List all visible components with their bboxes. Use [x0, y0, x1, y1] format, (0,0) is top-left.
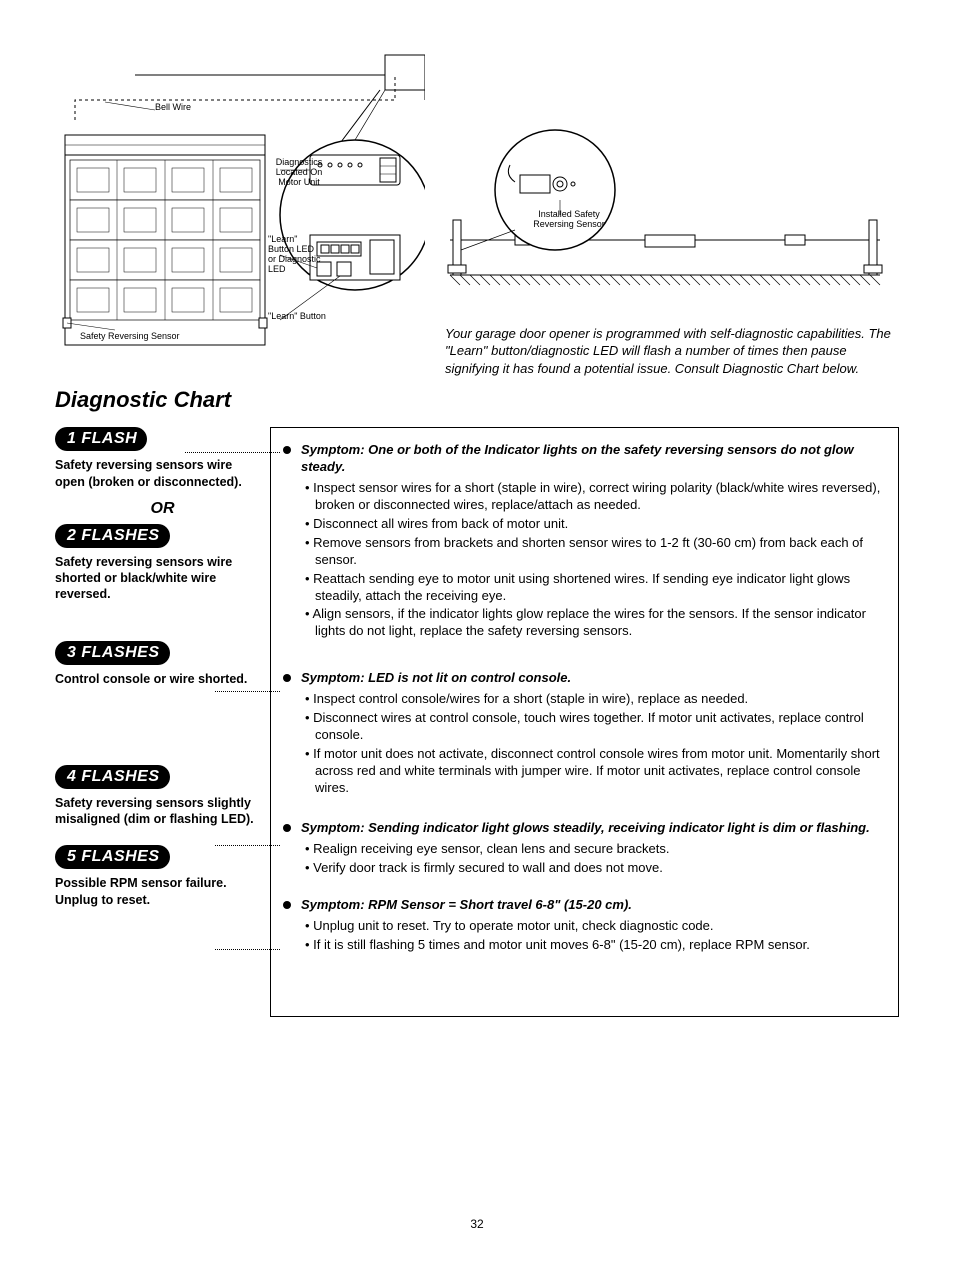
list-item: Unplug unit to reset. Try to operate mot… — [301, 918, 884, 935]
list-item: Disconnect wires at control console, tou… — [301, 710, 884, 744]
safety-sensor-label: Safety Reversing Sensor — [80, 332, 200, 342]
symptom-3-list: Inspect control console/wires for a shor… — [301, 691, 884, 796]
symptom-5-block: Symptom: RPM Sensor = Short travel 6-8" … — [301, 897, 884, 954]
flash-1-desc: Safety reversing sensors wire open (brok… — [55, 457, 270, 490]
flash-1-pill: 1 FLASH — [55, 427, 147, 451]
flash-4-pill: 4 FLASHES — [55, 765, 170, 789]
diagnostic-chart-title: Diagnostic Chart — [55, 387, 899, 413]
symptom-3-block: Symptom: LED is not lit on control conso… — [301, 670, 884, 796]
symptom-4-list: Realign receiving eye sensor, clean lens… — [301, 841, 884, 877]
learn-led-label: "Learn" Button LED or Diagnostic LED — [268, 235, 323, 275]
list-item: Disconnect all wires from back of motor … — [301, 516, 884, 533]
symptom-5-text: Symptom: RPM Sensor = Short travel 6-8" … — [301, 897, 884, 914]
list-item: Remove sensors from brackets and shorten… — [301, 535, 884, 569]
flash-3-group: 3 FLASHES Control console or wire shorte… — [55, 641, 270, 687]
connector-line — [185, 452, 280, 453]
or-label: OR — [55, 500, 270, 518]
symptom-5-list: Unplug unit to reset. Try to operate mot… — [301, 918, 884, 954]
page-number: 32 — [55, 1217, 899, 1231]
sensor-track-svg — [445, 120, 885, 290]
garage-door-diagram: Bell Wire Diagnostics Located On Motor U… — [55, 40, 425, 350]
bullet-icon — [283, 446, 291, 454]
connector-line — [215, 949, 280, 950]
garage-door-svg — [55, 40, 425, 350]
flash-5-pill: 5 FLASHES — [55, 845, 170, 869]
sensor-diagram-col: Installed Safety Reversing Sensor Your g… — [445, 40, 899, 377]
top-diagrams-row: Bell Wire Diagnostics Located On Motor U… — [55, 40, 899, 377]
symptom-4-block: Symptom: Sending indicator light glows s… — [301, 820, 884, 877]
bullet-icon — [283, 824, 291, 832]
flash-3-pill: 3 FLASHES — [55, 641, 170, 665]
flash-5-desc: Possible RPM sensor failure. Unplug to r… — [55, 875, 270, 908]
list-item: If motor unit does not activate, disconn… — [301, 746, 884, 797]
installed-sensor-label: Installed Safety Reversing Sensor — [530, 210, 608, 230]
flash-codes-column: 1 FLASH Safety reversing sensors wire op… — [55, 427, 270, 1017]
symptom-1-list: Inspect sensor wires for a short (staple… — [301, 480, 884, 640]
list-item: Reattach sending eye to motor unit using… — [301, 571, 884, 605]
diagnostics-located-label: Diagnostics Located On Motor Unit — [275, 158, 323, 188]
connector-line — [215, 691, 280, 692]
list-item: Align sensors, if the indicator lights g… — [301, 606, 884, 640]
bell-wire-label: Bell Wire — [155, 103, 191, 113]
list-item: Realign receiving eye sensor, clean lens… — [301, 841, 884, 858]
bullet-icon — [283, 674, 291, 682]
flash-3-desc: Control console or wire shorted. — [55, 671, 270, 687]
list-item: If it is still flashing 5 times and moto… — [301, 937, 884, 954]
flash-4-desc: Safety reversing sensors slightly misali… — [55, 795, 270, 828]
list-item: Inspect control console/wires for a shor… — [301, 691, 884, 708]
flash-4-group: 4 FLASHES Safety reversing sensors sligh… — [55, 765, 270, 828]
symptom-3-text: Symptom: LED is not lit on control conso… — [301, 670, 884, 687]
symptom-1-block: Symptom: One or both of the Indicator li… — [301, 442, 884, 640]
list-item: Inspect sensor wires for a short (staple… — [301, 480, 884, 514]
bullet-icon — [283, 901, 291, 909]
symptom-1-text: Symptom: One or both of the Indicator li… — [301, 442, 884, 476]
flash-1-group: 1 FLASH Safety reversing sensors wire op… — [55, 427, 270, 602]
learn-button-label: "Learn" Button — [268, 312, 328, 322]
diagnostic-chart: 1 FLASH Safety reversing sensors wire op… — [55, 427, 899, 1017]
flash-5-group: 5 FLASHES Possible RPM sensor failure. U… — [55, 845, 270, 908]
list-item: Verify door track is firmly secured to w… — [301, 860, 884, 877]
flash-2-desc: Safety reversing sensors wire shorted or… — [55, 554, 270, 603]
symptom-4-text: Symptom: Sending indicator light glows s… — [301, 820, 884, 837]
symptoms-column: Symptom: One or both of the Indicator li… — [270, 427, 899, 1017]
flash-2-pill: 2 FLASHES — [55, 524, 170, 548]
intro-paragraph: Your garage door opener is programmed wi… — [445, 325, 899, 378]
connector-line — [215, 845, 280, 846]
